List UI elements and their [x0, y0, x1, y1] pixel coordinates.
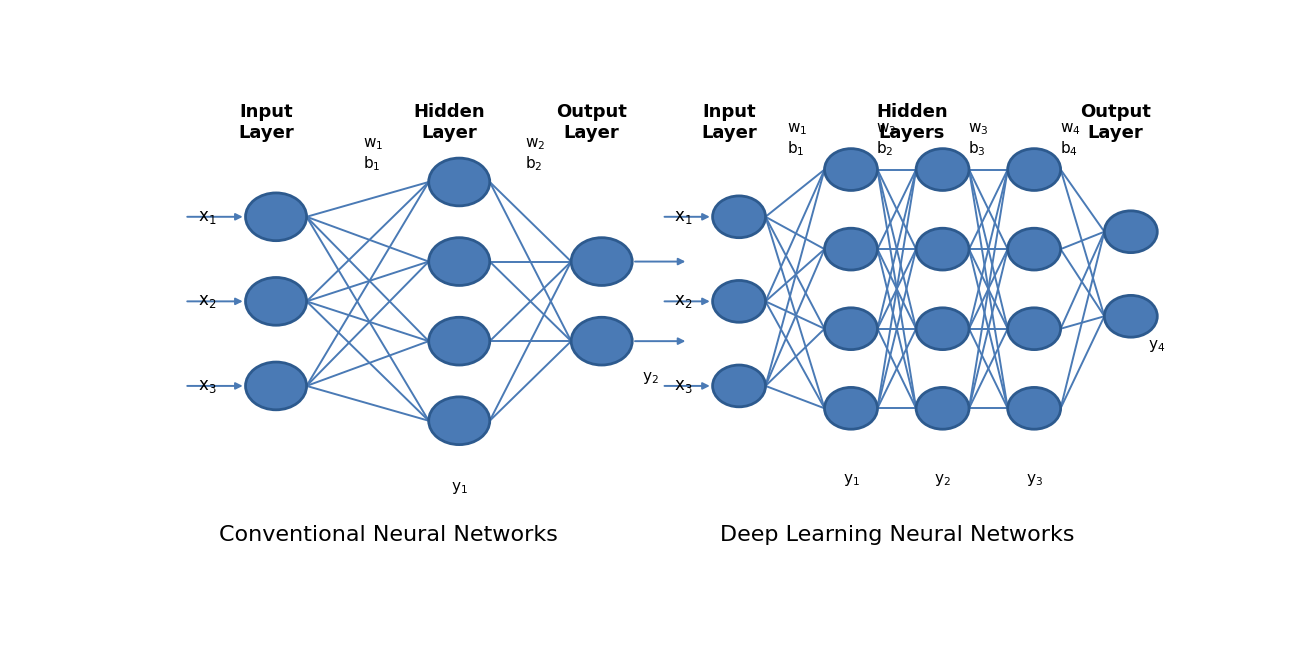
Ellipse shape	[1007, 388, 1061, 429]
Text: w$_1$
b$_1$: w$_1$ b$_1$	[786, 121, 807, 158]
Ellipse shape	[825, 308, 877, 349]
Text: x$_2$: x$_2$	[674, 293, 692, 310]
Ellipse shape	[1007, 308, 1061, 349]
Ellipse shape	[713, 365, 765, 407]
Ellipse shape	[825, 149, 877, 191]
Text: Conventional Neural Networks: Conventional Neural Networks	[218, 525, 558, 545]
Text: x$_3$: x$_3$	[674, 377, 692, 395]
Text: x$_2$: x$_2$	[198, 293, 217, 310]
Ellipse shape	[916, 308, 969, 349]
Text: Deep Learning Neural Networks: Deep Learning Neural Networks	[720, 525, 1074, 545]
Text: w$_3$
b$_3$: w$_3$ b$_3$	[968, 121, 989, 158]
Ellipse shape	[428, 238, 490, 286]
Ellipse shape	[916, 149, 969, 191]
Text: y$_1$: y$_1$	[450, 480, 467, 496]
Ellipse shape	[246, 362, 306, 410]
Ellipse shape	[571, 238, 633, 286]
Ellipse shape	[713, 280, 765, 322]
Text: Hidden
Layers: Hidden Layers	[876, 103, 948, 141]
Ellipse shape	[428, 317, 490, 365]
Ellipse shape	[246, 193, 306, 241]
Text: Input
Layer: Input Layer	[238, 103, 294, 141]
Ellipse shape	[1104, 211, 1157, 253]
Text: y$_2$: y$_2$	[934, 472, 951, 488]
Ellipse shape	[428, 158, 490, 206]
Ellipse shape	[1007, 228, 1061, 270]
Ellipse shape	[1007, 149, 1061, 191]
Text: w$_2$
b$_2$: w$_2$ b$_2$	[525, 136, 546, 173]
Ellipse shape	[713, 196, 765, 238]
Text: y$_1$: y$_1$	[843, 472, 860, 488]
Text: x$_3$: x$_3$	[198, 377, 217, 395]
Ellipse shape	[246, 278, 306, 325]
Ellipse shape	[825, 388, 877, 429]
Text: Hidden
Layer: Hidden Layer	[414, 103, 484, 141]
Ellipse shape	[916, 228, 969, 270]
Text: Input
Layer: Input Layer	[701, 103, 756, 141]
Text: w$_1$
b$_1$: w$_1$ b$_1$	[362, 136, 383, 173]
Text: y$_4$: y$_4$	[1148, 338, 1165, 354]
Ellipse shape	[1104, 295, 1157, 337]
Ellipse shape	[428, 397, 490, 444]
Text: Output
Layer: Output Layer	[557, 103, 626, 141]
Text: y$_3$: y$_3$	[1025, 472, 1043, 488]
Ellipse shape	[571, 317, 633, 365]
Text: x$_1$: x$_1$	[674, 208, 692, 226]
Ellipse shape	[825, 228, 877, 270]
Text: y$_2$: y$_2$	[642, 370, 659, 386]
Text: x$_1$: x$_1$	[198, 208, 217, 226]
Ellipse shape	[916, 388, 969, 429]
Text: w$_2$
b$_2$: w$_2$ b$_2$	[877, 121, 897, 158]
Text: w$_4$
b$_4$: w$_4$ b$_4$	[1060, 121, 1081, 158]
Text: Output
Layer: Output Layer	[1081, 103, 1152, 141]
